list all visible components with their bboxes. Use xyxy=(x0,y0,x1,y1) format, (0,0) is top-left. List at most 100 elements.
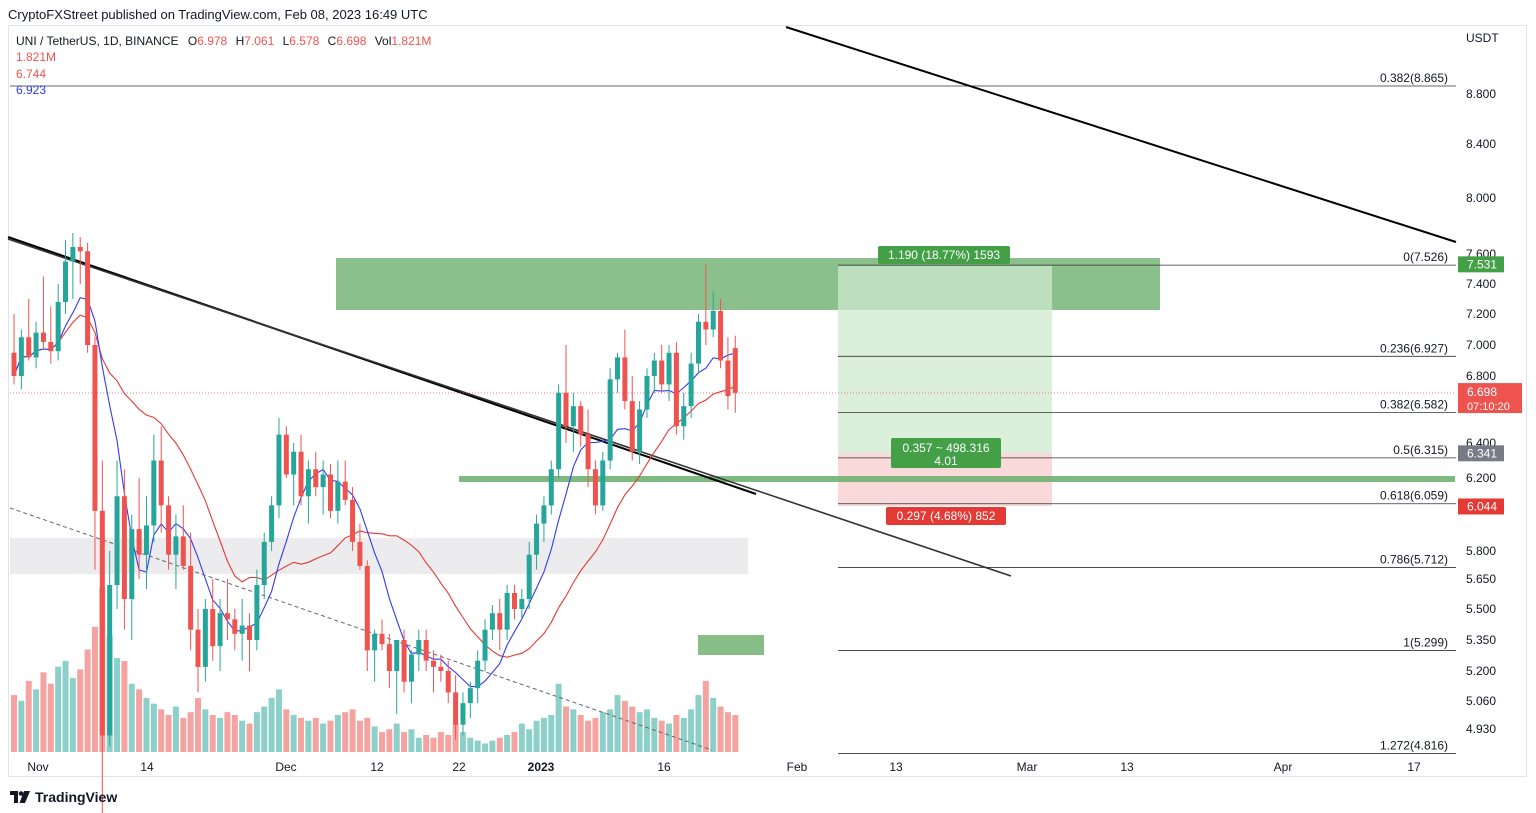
time-axis-ticks: Nov 14 Dec 12 22 2023 16 Feb 13 Mar 13 Apr 17 xyxy=(27,760,1421,774)
volume-bar xyxy=(327,720,334,752)
volume-bar xyxy=(393,723,400,752)
candle xyxy=(431,650,437,693)
candle xyxy=(607,368,613,470)
volume-bar xyxy=(636,712,643,752)
time-tick-label: Feb xyxy=(787,760,808,774)
candle xyxy=(497,599,503,651)
candle xyxy=(718,299,724,369)
volume-bar xyxy=(246,723,253,752)
candle xyxy=(556,384,562,478)
price-tick-label: 8.000 xyxy=(1466,191,1496,205)
candle xyxy=(592,460,598,515)
candle xyxy=(33,321,39,369)
descending-trendline-b xyxy=(7,238,1012,577)
price-tick-label: 7.400 xyxy=(1466,277,1496,291)
candle xyxy=(651,352,657,393)
entry-label-box xyxy=(891,438,1001,468)
candle xyxy=(136,478,142,579)
candle xyxy=(423,629,429,671)
price-tick-label: 7.000 xyxy=(1466,338,1496,352)
volume-bar xyxy=(732,715,739,752)
indicator-ma-fast: 6.923 xyxy=(16,83,46,97)
volume-bar xyxy=(445,734,452,752)
indicator-ma-slow: 6.744 xyxy=(16,67,46,81)
price-tick-label: 6.800 xyxy=(1466,369,1496,383)
time-tick-label: 22 xyxy=(452,760,466,774)
candle xyxy=(210,579,216,661)
countdown-text: 07:10:20 xyxy=(1467,401,1510,413)
candle xyxy=(63,240,69,314)
volume-bar xyxy=(47,683,54,752)
volume-bar xyxy=(496,737,503,752)
publisher-caption: CryptoFXStreet published on TradingView.… xyxy=(8,7,428,22)
volume-bar xyxy=(253,712,260,752)
price-badges: 7.531 6.341 6.044 6.698 07:10:20 xyxy=(1458,256,1522,515)
fib-label: 0.5(6.315) xyxy=(1393,443,1448,457)
candle xyxy=(519,589,525,620)
open-label: O xyxy=(188,34,197,48)
price-tick-label: 5.500 xyxy=(1466,602,1496,616)
fib-label: 0.786(5.712) xyxy=(1380,552,1448,566)
candle xyxy=(70,233,76,299)
volume-bar xyxy=(489,740,496,752)
candle xyxy=(585,409,591,488)
volume-bar xyxy=(695,695,702,752)
candle xyxy=(11,314,17,385)
volume-bar xyxy=(555,683,562,752)
volume-bar xyxy=(172,706,179,752)
stop-price-badge-text: 6.044 xyxy=(1467,499,1497,513)
volume-bar xyxy=(717,706,724,752)
volume-bar xyxy=(563,706,569,752)
candle xyxy=(475,650,481,704)
position-profit-zone xyxy=(838,266,1052,453)
close-label: C xyxy=(328,34,337,48)
candle xyxy=(615,352,621,393)
entry-price-badge-text: 6.341 xyxy=(1467,446,1497,460)
candle xyxy=(107,551,113,747)
candle xyxy=(99,460,105,813)
time-tick-label: 12 xyxy=(370,760,384,774)
candle xyxy=(511,585,517,620)
volume-bar xyxy=(136,689,143,752)
candle xyxy=(247,613,253,671)
volume-bar xyxy=(688,709,695,752)
stop-price-badge xyxy=(1458,498,1504,515)
candle xyxy=(18,329,24,390)
candle xyxy=(364,560,370,671)
chart-frame[interactable] xyxy=(8,25,1527,777)
time-tick-label: 13 xyxy=(1120,760,1134,774)
target-label-box xyxy=(878,246,1010,264)
volume-bar xyxy=(158,709,165,752)
candle xyxy=(401,629,407,693)
slow-moving-average xyxy=(13,314,736,658)
candle xyxy=(394,640,400,714)
volume-bar xyxy=(702,680,709,752)
volume-bar xyxy=(121,660,128,752)
candle xyxy=(622,329,628,410)
low-label: L xyxy=(283,34,290,48)
target-price-badge xyxy=(1458,256,1504,273)
candle xyxy=(526,541,532,609)
candle xyxy=(121,469,127,630)
candle xyxy=(261,532,267,599)
low-value: 6.578 xyxy=(289,34,319,48)
volume-bar xyxy=(18,700,25,752)
candle xyxy=(291,443,297,506)
volume-bar xyxy=(430,737,437,752)
price-tick-label: 4.930 xyxy=(1466,722,1496,736)
volume-bar xyxy=(364,717,371,752)
candle xyxy=(77,237,83,284)
volume-label: Vol xyxy=(375,34,392,48)
volume-bar xyxy=(599,712,606,752)
candle xyxy=(688,352,694,418)
volume-bar xyxy=(290,715,297,752)
volume-bar xyxy=(305,720,312,752)
candle xyxy=(644,368,650,418)
volume-bar xyxy=(283,709,290,752)
volume-bar xyxy=(673,715,680,752)
volume-bar xyxy=(128,683,135,752)
demand-zone-shade xyxy=(10,538,748,574)
tradingview-logo[interactable]: TradingView xyxy=(10,789,117,805)
dashed-trendline xyxy=(9,507,713,751)
